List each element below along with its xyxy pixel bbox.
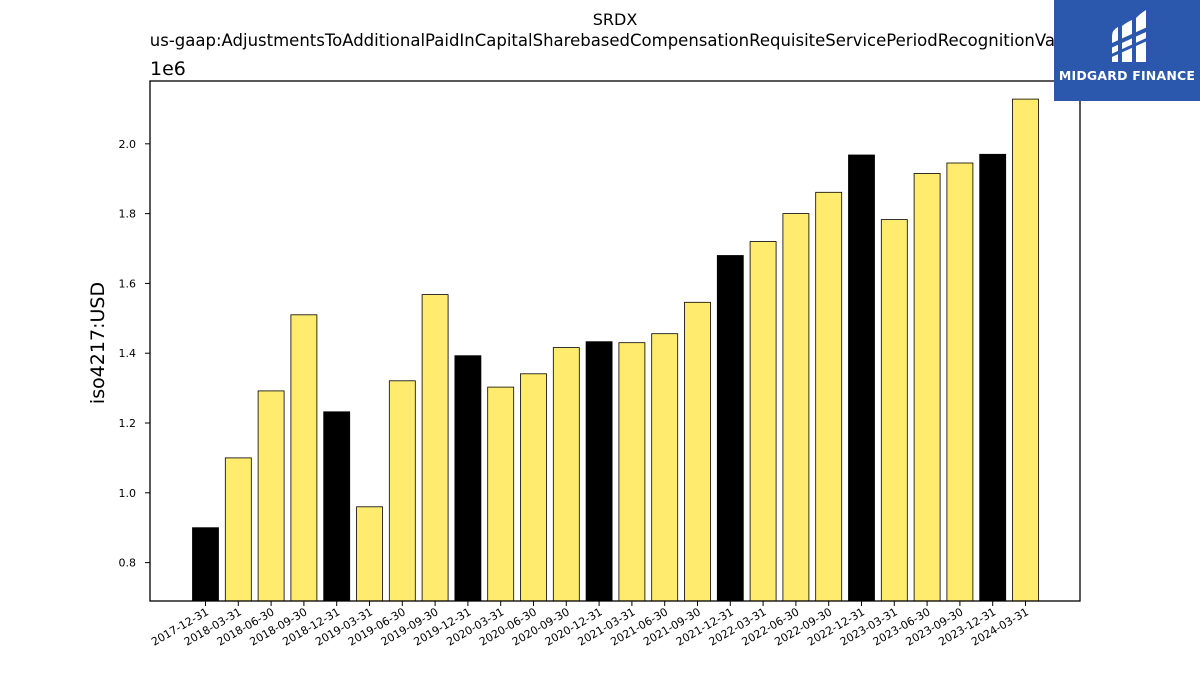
bar-2020-09-30: [552, 347, 580, 602]
y-tick-label: 1.8: [119, 208, 137, 221]
plot-frame: [149, 80, 1081, 602]
bar-2021-12-31: [716, 255, 744, 602]
logo-text: MIDGARD FINANCE: [1058, 68, 1196, 83]
y-tick-label: 1.6: [119, 277, 137, 290]
bar-2024-03-31: [1012, 98, 1039, 602]
bar-2023-06-30: [913, 173, 941, 602]
bar-2019-12-31: [454, 355, 482, 602]
bar-2018-06-30: [257, 390, 285, 602]
bar-2023-12-31: [979, 153, 1007, 602]
bar-2018-12-31: [323, 411, 351, 602]
bar-2019-09-30: [421, 294, 449, 602]
bar-2019-03-31: [356, 506, 383, 602]
bar-2022-12-31: [848, 154, 875, 602]
y-offset-label: 1e6: [150, 58, 186, 80]
bar-2022-06-30: [782, 213, 810, 602]
bar-2017-12-31: [192, 527, 219, 602]
bar-2020-12-31: [585, 341, 613, 602]
bar-2018-03-31: [224, 457, 252, 602]
bar-2019-06-30: [388, 380, 416, 602]
y-tick-label: 1.4: [119, 347, 137, 360]
bar-2021-06-30: [651, 333, 679, 602]
bar-2021-03-31: [618, 342, 646, 602]
bar-2020-03-31: [487, 386, 515, 602]
y-tick-label: 2.0: [119, 138, 137, 151]
midgard-finance-logo: MIDGARD FINANCE: [1054, 0, 1200, 101]
bar-2021-09-30: [684, 301, 711, 602]
bar-2023-03-31: [880, 219, 908, 602]
y-tick-label: 0.8: [119, 557, 137, 570]
chart-title: SRDX: [593, 10, 638, 29]
chart-subtitle: us-gaap:AdjustmentsToAdditionalPaidInCap…: [150, 31, 1080, 50]
bar-2020-06-30: [520, 373, 547, 602]
midgard-logo-icon: [1105, 10, 1151, 62]
bar-2018-09-30: [290, 314, 318, 602]
bar-2023-09-30: [946, 162, 974, 602]
bars-group: [192, 98, 1039, 602]
y-tick-label: 1.2: [119, 417, 137, 430]
bar-2022-09-30: [815, 191, 843, 602]
y-ticks-group: 0.8 1.0 1.2 1.4 1.6 1.8 2.0: [119, 138, 150, 570]
y-axis-label: iso4217:USD: [87, 282, 109, 404]
bar-2022-03-31: [749, 241, 777, 602]
y-tick-label: 1.0: [119, 487, 137, 500]
x-ticks-group: 2017-12-312018-03-312018-06-302018-09-30…: [149, 601, 1031, 649]
